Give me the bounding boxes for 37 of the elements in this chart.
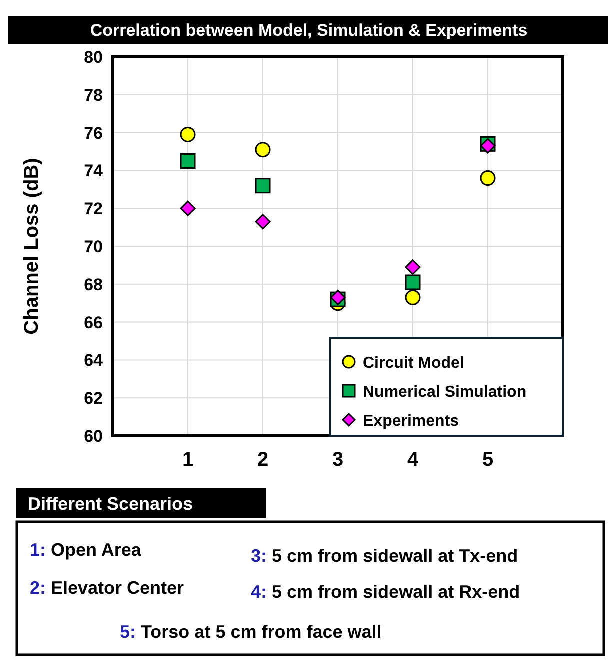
point (405, 260, 421, 276)
text: Different Scenarios (28, 494, 194, 514)
x-tick-label: 2 (257, 449, 269, 471)
point (405, 274, 421, 290)
x-tick-label: 5 (482, 449, 494, 471)
text: 2: Elevator Center (30, 578, 184, 598)
y-tick-label: 78 (84, 86, 103, 105)
y-tick-label: 72 (84, 200, 103, 219)
legend-label: Experiments (363, 413, 460, 430)
y-tick-label: 80 (84, 48, 103, 67)
legend-label: Circuit Model (363, 355, 464, 372)
point (255, 214, 271, 230)
y-tick-label: 66 (84, 313, 103, 332)
text: 1: Open Area (30, 540, 142, 560)
point (180, 200, 196, 216)
y-axis-title: Channel Loss (dB) (21, 158, 43, 335)
text: 4: 5 cm from sidewall at Rx-end (251, 582, 520, 602)
legend-label: Numerical Simulation (363, 384, 527, 401)
text: 5: Torso at 5 cm from face wall (120, 622, 382, 642)
point (180, 126, 196, 142)
y-tick-label: 64 (84, 351, 104, 370)
point (405, 290, 421, 306)
y-tick-label: 68 (84, 275, 103, 294)
y-tick-label: 70 (84, 238, 103, 256)
y-tick-label: 60 (84, 427, 103, 446)
x-tick-label: 4 (407, 449, 420, 471)
y-tick-label: 62 (84, 389, 103, 408)
point (255, 142, 271, 158)
y-tick-label: 76 (84, 124, 103, 143)
y-tick-label: 74 (84, 162, 104, 181)
point (180, 153, 196, 169)
x-tick-label: 3 (332, 449, 344, 471)
point (255, 178, 271, 194)
x-tick-label: 1 (182, 449, 194, 471)
chart-title: Correlation between Model, Simulation & Experiments (90, 21, 528, 40)
point (480, 170, 496, 186)
text: 3: 5 cm from sidewall at Tx-end (251, 546, 518, 566)
